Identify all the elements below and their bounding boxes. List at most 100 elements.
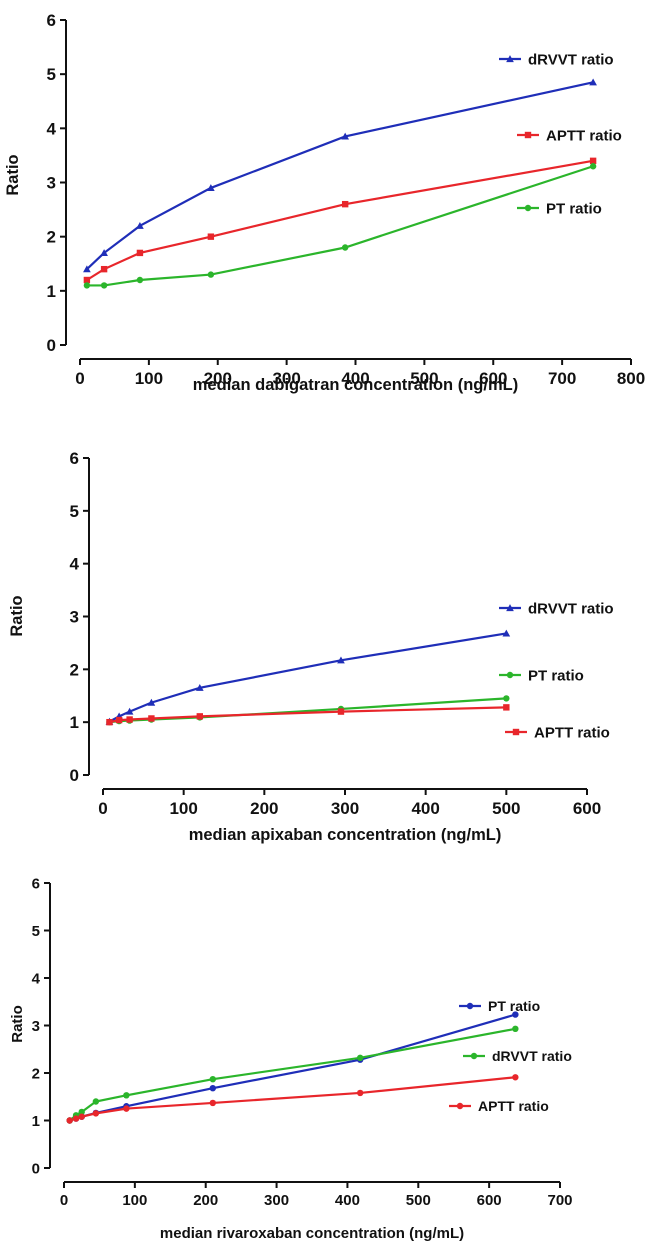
x-tick-label: 200 <box>193 1192 218 1209</box>
x-tick-label: 400 <box>411 799 439 818</box>
data-point <box>136 276 144 284</box>
data-point <box>92 1110 100 1117</box>
legend-marker <box>506 604 514 612</box>
legend-marker <box>470 1052 478 1060</box>
legend-label: APTT ratio <box>478 1098 549 1114</box>
legend-marker <box>466 1002 474 1010</box>
x-tick-label: 400 <box>341 369 369 388</box>
legend-marker <box>524 204 532 212</box>
data-point <box>100 249 108 256</box>
x-tick-label: 300 <box>331 799 359 818</box>
legend-marker <box>506 55 514 63</box>
data-point <box>209 1099 216 1107</box>
x-tick-label: 600 <box>479 369 507 388</box>
legend-label: dRVVT ratio <box>528 600 614 617</box>
data-point <box>503 704 510 711</box>
y-tick-label: 6 <box>70 449 79 468</box>
y-tick-label: 1 <box>70 713 79 732</box>
y-tick-label: 2 <box>70 660 79 679</box>
y-tick-label: 1 <box>47 282 56 301</box>
x-tick-label: 100 <box>169 799 197 818</box>
data-point <box>356 1054 364 1062</box>
data-point <box>502 629 511 637</box>
x-tick-label: 200 <box>250 799 278 818</box>
data-point <box>66 1117 73 1124</box>
data-point <box>512 1011 519 1018</box>
x-tick-label: 300 <box>272 369 300 388</box>
y-axis-label: Ratio <box>4 154 22 195</box>
data-point <box>512 1025 519 1033</box>
y-tick-label: 0 <box>70 766 79 785</box>
data-point <box>337 656 345 664</box>
data-point <box>100 265 108 273</box>
x-tick-label: 100 <box>135 369 163 388</box>
data-point <box>83 282 91 289</box>
y-tick-label: 3 <box>70 607 79 626</box>
data-point <box>83 276 91 284</box>
x-tick-label: 0 <box>75 369 84 388</box>
data-point <box>83 265 91 273</box>
data-point <box>148 715 155 722</box>
x-tick-label: 700 <box>547 1192 572 1209</box>
x-tick-label: 500 <box>492 799 520 818</box>
data-point <box>92 1098 100 1105</box>
legend-label: dRVVT ratio <box>528 51 614 68</box>
legend-label: APTT ratio <box>546 127 622 144</box>
legend-label: PT ratio <box>546 200 602 217</box>
x-tick-label: 400 <box>335 1192 360 1209</box>
data-point <box>589 163 597 170</box>
legend-label: PT ratio <box>488 998 540 1014</box>
y-tick-label: 4 <box>47 119 57 138</box>
data-point <box>195 683 204 691</box>
data-point <box>589 157 597 165</box>
x-tick-label: 800 <box>617 369 645 388</box>
series-line-3 <box>69 1076 516 1122</box>
x-tick-label: 200 <box>204 369 232 388</box>
data-point <box>100 282 108 289</box>
series-line-3 <box>109 706 507 724</box>
data-point <box>209 1085 216 1092</box>
x-tick-label: 0 <box>98 799 107 818</box>
x-tick-label: 600 <box>477 1192 502 1209</box>
legend-label: APTT ratio <box>534 724 610 741</box>
x-tick-label: 600 <box>573 799 601 818</box>
y-tick-label: 4 <box>32 970 41 987</box>
x-tick-label: 500 <box>410 369 438 388</box>
y-tick-label: 2 <box>47 228 56 247</box>
data-point <box>337 708 345 715</box>
y-tick-label: 5 <box>47 65 56 84</box>
series-line-1 <box>86 81 594 270</box>
x-axis-label: median dabigatran concentration (ng/mL) <box>193 376 518 394</box>
y-tick-label: 6 <box>32 875 40 892</box>
legend-label: dRVVT ratio <box>492 1048 572 1064</box>
series-line-2 <box>68 1027 516 1122</box>
y-tick-label: 5 <box>32 923 40 940</box>
data-point <box>126 716 133 723</box>
series-line-2 <box>86 159 594 281</box>
y-axis-label: Ratio <box>9 1005 26 1043</box>
data-point <box>196 713 203 720</box>
y-tick-label: 1 <box>32 1113 40 1130</box>
data-point <box>147 698 156 706</box>
y-tick-label: 3 <box>47 173 56 192</box>
x-axis-label: median apixaban concentration (ng/mL) <box>189 826 502 844</box>
legend-marker <box>506 671 514 679</box>
data-point <box>209 1075 216 1083</box>
chart-2: 0 1 2 3 4 5 6 0 100 200 300 400 500 600 median apixaba… <box>8 449 614 844</box>
legend-label: PT ratio <box>528 667 584 684</box>
y-tick-label: 4 <box>70 555 80 574</box>
data-point <box>115 716 123 724</box>
data-point <box>207 233 215 240</box>
x-tick-label: 100 <box>122 1192 147 1209</box>
y-tick-label: 2 <box>32 1065 40 1082</box>
chart-3: 0 1 2 3 4 5 6 0 100 200 300 400 500 600 700 median riva… <box>9 875 573 1242</box>
y-tick-label: 5 <box>70 502 79 521</box>
data-point <box>512 1074 519 1081</box>
x-tick-label: 500 <box>406 1192 431 1209</box>
x-axis-label: median rivaroxaban concentration (ng/mL) <box>160 1225 464 1242</box>
y-tick-label: 3 <box>32 1018 40 1035</box>
x-tick-label: 300 <box>264 1192 289 1209</box>
legend-marker <box>524 131 532 139</box>
data-point <box>503 695 510 702</box>
